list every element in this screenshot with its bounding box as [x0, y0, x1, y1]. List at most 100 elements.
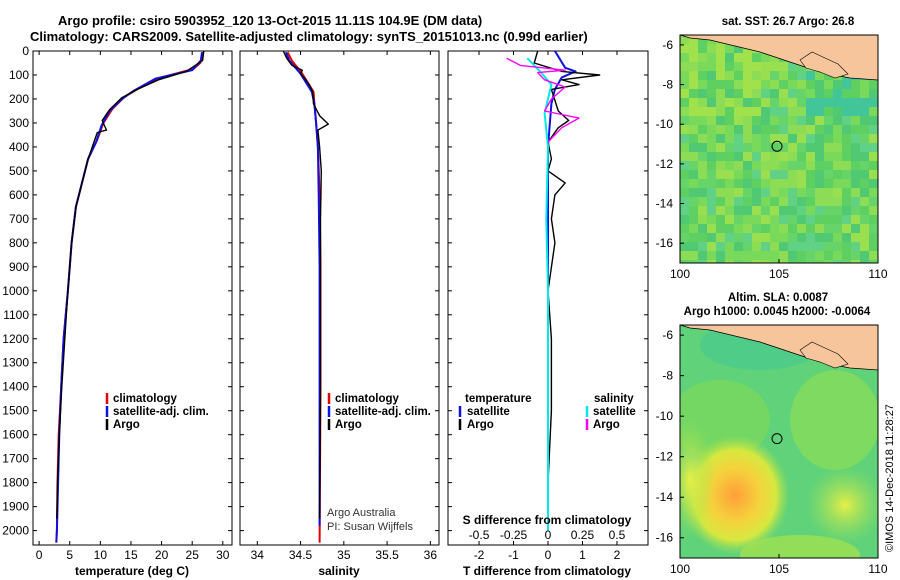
x-tick-label: 36	[424, 548, 438, 562]
map-y-tick-label: -12	[656, 450, 674, 464]
map-y-tick-label: -14	[656, 490, 674, 504]
credit-line1: Argo Australia	[327, 507, 396, 519]
depth-tick-label: 1600	[2, 428, 29, 442]
x-tick-label: 25	[186, 548, 200, 562]
sst-map-title: sat. SST: 26.7 Argo: 26.8	[722, 16, 855, 28]
difference-legend: temperature satellite Argo salinity sate…	[458, 393, 636, 431]
sla-map-subtitle: Argo h1000: 0.0045 h2000: -0.0064	[684, 306, 871, 318]
temperature-lines	[55, 51, 205, 543]
depth-tick-label: 800	[9, 236, 29, 250]
series-line-argo	[56, 51, 205, 519]
sst-map-image	[680, 35, 878, 263]
legend-label-t-satellite: satellite	[467, 406, 510, 418]
series-line-s-satellite	[526, 57, 553, 531]
map-y-tick-label: -14	[656, 197, 674, 211]
map-y-tick-label: -6	[662, 328, 673, 342]
map-y-tick-label: -16	[656, 236, 674, 250]
x-tick-label: 15	[124, 548, 138, 562]
legend-label-s-satellite: satellite	[593, 406, 636, 418]
legend-label-climatology: climatology	[113, 393, 178, 405]
x-tick-label: -2	[474, 548, 485, 562]
legend-label-s-argo: Argo	[593, 419, 620, 431]
argo-position-marker	[771, 140, 783, 152]
s-diff-tick-label: 0.25	[571, 528, 595, 542]
depth-tick-label: 1200	[2, 332, 29, 346]
x-tick-label: 35	[337, 548, 351, 562]
map-x-tick-label: 110	[868, 267, 887, 281]
map-y-tick-label: -12	[656, 157, 674, 171]
series-line-t-satellite	[547, 51, 577, 531]
x-tick-label: 20	[155, 548, 169, 562]
s-diff-tick-label: 0	[545, 528, 552, 542]
x-tick-label: 5	[66, 548, 73, 562]
series-line-t-argo	[533, 51, 601, 521]
depth-tick-label: 300	[9, 116, 29, 130]
salinity-axis-ticks: 34 34.5 35 35.5 36	[240, 50, 439, 562]
sst-map-ticks: 100 105 110 -6 -8 -10 -12 -14 -16	[656, 38, 888, 281]
temperature-panel-frame	[32, 50, 233, 546]
legend-label-climatology: climatology	[335, 393, 400, 405]
depth-tick-label: 0	[22, 44, 29, 58]
figure-title: Argo profile: csiro 5903952_120 13-Oct-2…	[58, 13, 483, 28]
series-line-climatology	[55, 51, 205, 543]
salinity-xlabel: salinity	[318, 564, 360, 578]
x-tick-label: -1	[508, 548, 519, 562]
depth-tick-label: 100	[9, 68, 29, 82]
x-tick-label: 34	[251, 548, 265, 562]
sla-map-image	[680, 325, 878, 558]
depth-tick-label: 600	[9, 188, 29, 202]
series-line-satellite	[284, 51, 321, 526]
salinity-legend: climatology satellite-adj. clim. Argo	[327, 393, 431, 431]
sla-map-ticks: 100 105 110 -6 -8 -10 -12 -14 -16	[656, 328, 888, 576]
temperature-axis-ticks: 0 5 10 15 20 25 30	[33, 50, 232, 562]
x-tick-label: 30	[216, 548, 230, 562]
legend-label-t-argo: Argo	[467, 419, 494, 431]
x-tick-label: 1	[579, 548, 586, 562]
argo-position-marker	[771, 433, 783, 445]
depth-tick-label: 2000	[2, 524, 29, 538]
credit-line2: PI: Susan Wijffels	[327, 521, 413, 533]
x-tick-label: 0	[36, 548, 43, 562]
depth-tick-label: 1100	[3, 308, 29, 322]
s-diff-tick-label: 0.5	[609, 528, 626, 542]
legend-label-argo: Argo	[335, 419, 362, 431]
map-y-tick-label: -8	[662, 369, 673, 383]
map-x-tick-label: 110	[868, 562, 887, 576]
depth-tick-label: 400	[9, 140, 29, 154]
difference-xlabel: T difference from climatology	[463, 564, 631, 578]
difference-top-xlabel: S difference from climatology	[463, 513, 632, 527]
s-diff-tick-label: -0.25	[500, 528, 528, 542]
depth-tick-label: 1500	[2, 404, 29, 418]
x-tick-label: 34.5	[289, 548, 313, 562]
depth-tick-label: 1900	[2, 500, 29, 514]
legend-label-satellite: satellite-adj. clim.	[335, 406, 431, 418]
map-y-tick-label: -8	[662, 78, 673, 92]
x-tick-label: 2	[614, 548, 621, 562]
salinity-lines	[282, 51, 329, 543]
s-diff-tick-label: -0.5	[469, 528, 490, 542]
legend-label-satellite: satellite-adj. clim.	[113, 406, 209, 418]
map-y-tick-label: -6	[662, 38, 673, 52]
depth-tick-label: 1300	[2, 356, 29, 370]
sla-map-title: Altim. SLA: 0.0087	[728, 292, 828, 304]
legend-title-temperature: temperature	[465, 393, 531, 405]
series-line-satellite	[55, 52, 203, 543]
legend-label-argo: Argo	[113, 419, 140, 431]
difference-lines	[506, 51, 601, 531]
depth-tick-label: 1000	[2, 284, 29, 298]
map-x-tick-label: 100	[670, 562, 690, 576]
map-y-tick-label: -10	[656, 117, 674, 131]
map-x-tick-label: 100	[670, 267, 690, 281]
series-line-argo	[282, 51, 329, 519]
temperature-legend: climatology satellite-adj. clim. Argo	[105, 393, 209, 431]
legend-title-salinity: salinity	[594, 393, 634, 405]
depth-tick-label: 900	[9, 260, 29, 274]
depth-tick-label: 500	[9, 164, 29, 178]
depth-tick-label: 1400	[2, 380, 29, 394]
temperature-xlabel: temperature (deg C)	[75, 564, 189, 578]
salinity-panel-frame	[239, 50, 440, 546]
depth-tick-label: 200	[9, 92, 29, 106]
x-tick-label: 35.5	[375, 548, 399, 562]
map-x-tick-label: 105	[769, 267, 789, 281]
